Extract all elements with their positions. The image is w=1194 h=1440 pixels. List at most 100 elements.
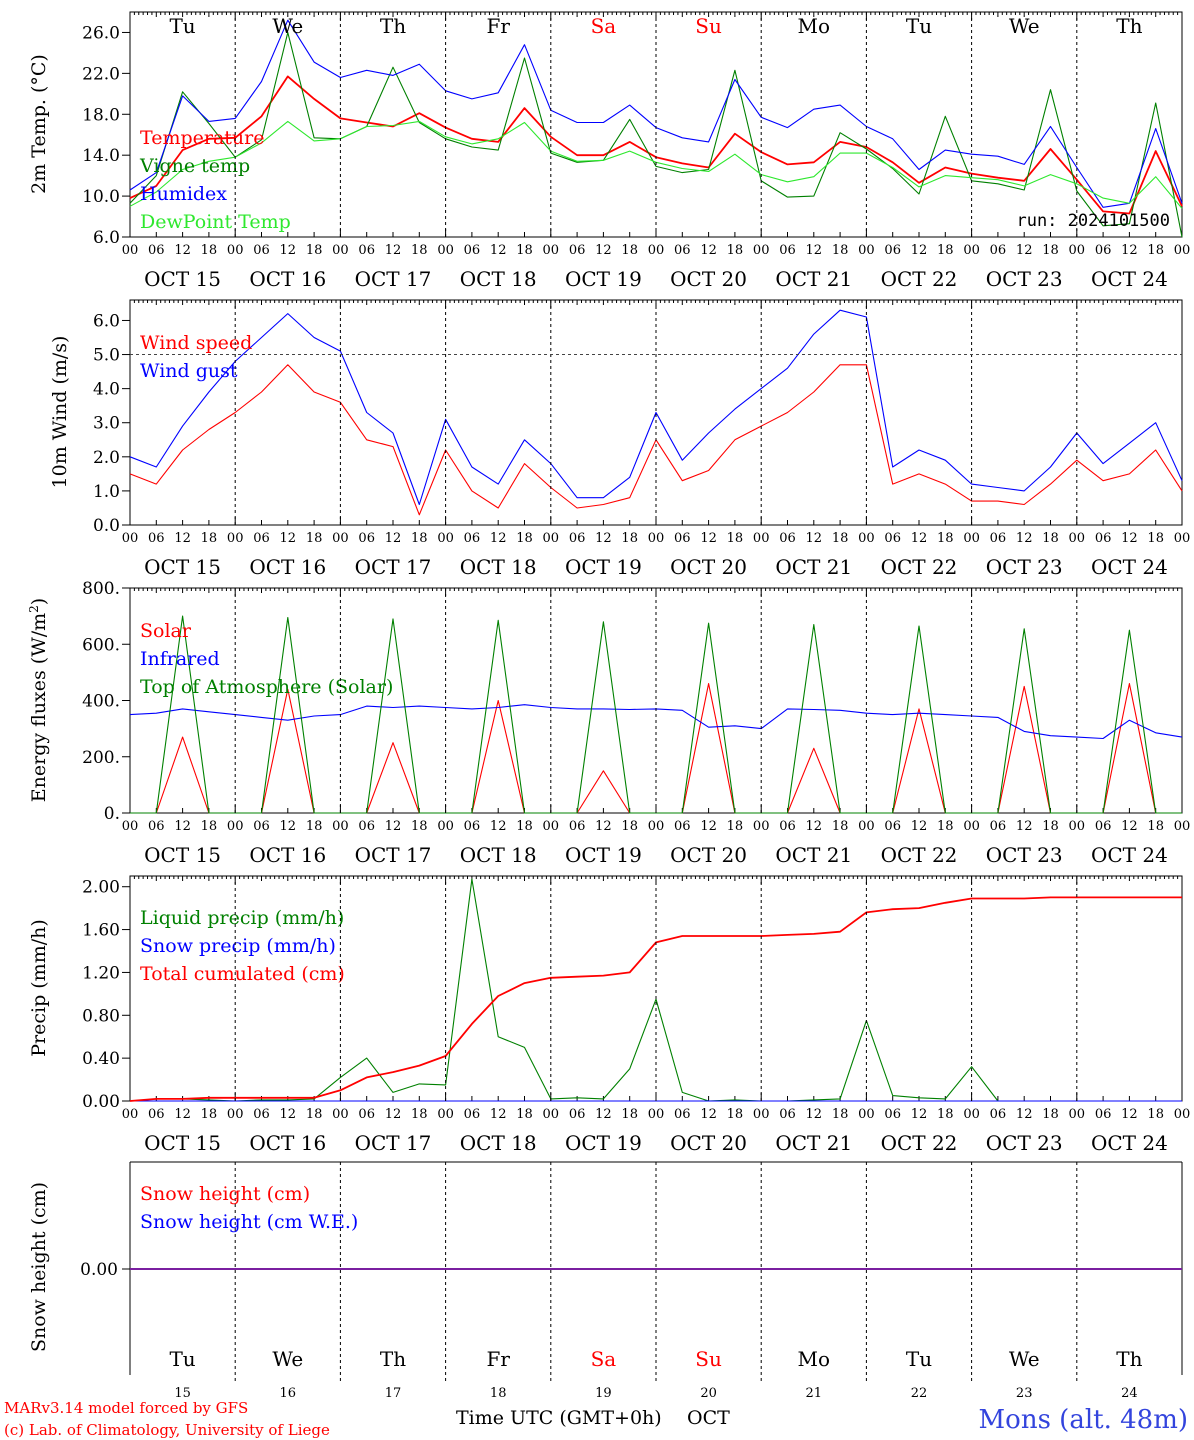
energy-hour-label: 00 (437, 819, 454, 834)
wind-hour-label: 18 (937, 531, 954, 546)
wind-hour-label: 06 (148, 531, 165, 546)
temperature-ytick-label: 18.0 (82, 105, 120, 125)
precip-hour-label: 06 (253, 1107, 270, 1122)
day-number-label: 17 (385, 1386, 402, 1401)
precip-hour-label: 00 (1174, 1107, 1191, 1122)
snow-weekday-label: We (272, 1347, 303, 1371)
energy-hour-label: 12 (1121, 819, 1138, 834)
precip-hour-label: 00 (648, 1107, 665, 1122)
wind-ytick-label: 0.0 (93, 516, 120, 536)
energy-date-label: OCT 18 (460, 843, 537, 867)
energy-panel: 0. 200. 400. 600. 800. 00 06 12 18 00 06 12 18 00 06 1… (27, 579, 1190, 867)
energy-hour-label: 18 (937, 819, 954, 834)
day-number-label: 19 (595, 1386, 612, 1401)
energy-hour-label: 06 (779, 819, 796, 834)
precip-hour-label: 06 (884, 1107, 901, 1122)
temperature-hour-label: 12 (911, 243, 928, 258)
energy-date-label: OCT 20 (670, 843, 747, 867)
top-weekday-label: Mo (798, 14, 831, 38)
credit-lab: (c) Lab. of Climatology, University of L… (4, 1421, 330, 1439)
day-number-labels: 15 16 17 18 19 20 21 22 23 24 (174, 1386, 1137, 1401)
temperature-hour-label: 00 (1174, 243, 1191, 258)
wind-date-label: OCT 20 (670, 555, 747, 579)
energy-date-label: OCT 23 (986, 843, 1063, 867)
wind-y-axis: 0.0 1.0 2.0 3.0 4.0 5.0 6.0 (93, 311, 130, 536)
energy-ylabel: Energy fluxes (W/m2) (27, 598, 50, 802)
wind-hour-label: 00 (753, 531, 770, 546)
precip-date-label: OCT 19 (565, 1131, 642, 1155)
temperature-hour-label: 12 (280, 243, 297, 258)
wind-hour-label: 18 (1147, 531, 1164, 546)
day-number-label: 24 (1121, 1386, 1138, 1401)
wind-hour-label: 06 (1095, 531, 1112, 546)
day-number-label: 15 (174, 1386, 191, 1401)
precip-date-label: OCT 22 (881, 1131, 958, 1155)
precip-hour-label: 00 (227, 1107, 244, 1122)
energy-panel-frame (129, 587, 1183, 814)
precip-y-axis: 0.00 0.40 0.80 1.20 1.60 2.00 (82, 878, 130, 1112)
precip-ytick-label: 0.00 (82, 1092, 120, 1112)
temperature-hour-label: 00 (858, 243, 875, 258)
precip-hour-label: 12 (280, 1107, 297, 1122)
top-weekday-labels: Tu We Th Fr Sa Su Mo Tu We Th (169, 14, 1142, 38)
precip-hour-label: 18 (727, 1107, 744, 1122)
temperature-hour-label: 00 (648, 243, 665, 258)
precip-ytick-label: 1.60 (82, 921, 120, 941)
precip-date-label: OCT 15 (144, 1131, 221, 1155)
energy-date-label: OCT 17 (355, 843, 432, 867)
wind-hour-label: 00 (332, 531, 349, 546)
precip-hour-label: 12 (595, 1107, 612, 1122)
precip-hour-label: 06 (358, 1107, 375, 1122)
temperature-hour-label: 06 (464, 243, 481, 258)
snow-weekday-label: Tu (906, 1347, 932, 1371)
precip-hour-label: 06 (1095, 1107, 1112, 1122)
temperature-hour-label: 00 (543, 243, 560, 258)
day-number-label: 18 (490, 1386, 507, 1401)
energy-hour-label: 06 (1095, 819, 1112, 834)
wind-hour-label: 00 (122, 531, 139, 546)
temperature-hour-label: 18 (516, 243, 533, 258)
temperature-legend: Temperature Vigne temp Humidex DewPoint … (139, 127, 291, 233)
precip-hour-label: 18 (1147, 1107, 1164, 1122)
wind-date-label: OCT 19 (565, 555, 642, 579)
wind-hour-label: 12 (280, 531, 297, 546)
temperature-hour-label: 18 (411, 243, 428, 258)
top-weekday-label: Sa (591, 14, 617, 38)
energy-hour-label: 06 (358, 819, 375, 834)
wind-hour-label: 12 (1016, 531, 1033, 546)
precip-date-label: OCT 21 (775, 1131, 852, 1155)
wind-x-axis: 00 06 12 18 00 06 12 18 00 06 12 18 00 06 12 18 00 06 12 18… (122, 300, 1190, 579)
temperature-hour-label: 18 (937, 243, 954, 258)
precip-hour-label: 18 (411, 1107, 428, 1122)
precip-hour-label: 18 (1042, 1107, 1059, 1122)
temperature-panel: 6.0 10.0 14.0 18.0 22.0 26.0 00 06 12 18 00 06 12 18… (28, 11, 1191, 291)
temperature-hour-label: 06 (779, 243, 796, 258)
temperature-hour-label: 00 (122, 243, 139, 258)
energy-hour-label: 18 (516, 819, 533, 834)
energy-ytick-label: 800. (82, 579, 120, 599)
temperature-hour-label: 18 (727, 243, 744, 258)
wind-hour-label: 00 (648, 531, 665, 546)
wind-hour-label: 18 (621, 531, 638, 546)
wind-hour-label: 12 (806, 531, 823, 546)
precip-hour-label: 00 (122, 1107, 139, 1122)
temperature-ytick-label: 14.0 (82, 146, 120, 166)
energy-legend: Solar Infrared Top of Atmosphere (Solar) (140, 620, 393, 698)
energy-hour-label: 00 (963, 819, 980, 834)
wind-hour-label: 18 (201, 531, 218, 546)
wind-series-line (129, 309, 1183, 506)
energy-hour-label: 18 (411, 819, 428, 834)
day-number-label: 21 (806, 1386, 823, 1401)
temperature-hour-label: 12 (490, 243, 507, 258)
precip-hour-label: 18 (306, 1107, 323, 1122)
wind-date-label: OCT 17 (355, 555, 432, 579)
wind-hour-label: 00 (1069, 531, 1086, 546)
location-label: Mons (alt. 48m) (979, 1405, 1188, 1435)
precip-ytick-label: 2.00 (82, 878, 120, 898)
wind-hour-label: 12 (385, 531, 402, 546)
energy-y-axis: 0. 200. 400. 600. 800. (82, 579, 130, 824)
month-label: OCT (687, 1407, 730, 1429)
temperature-date-label: OCT 17 (355, 267, 432, 291)
precip-date-label: OCT 24 (1091, 1131, 1168, 1155)
